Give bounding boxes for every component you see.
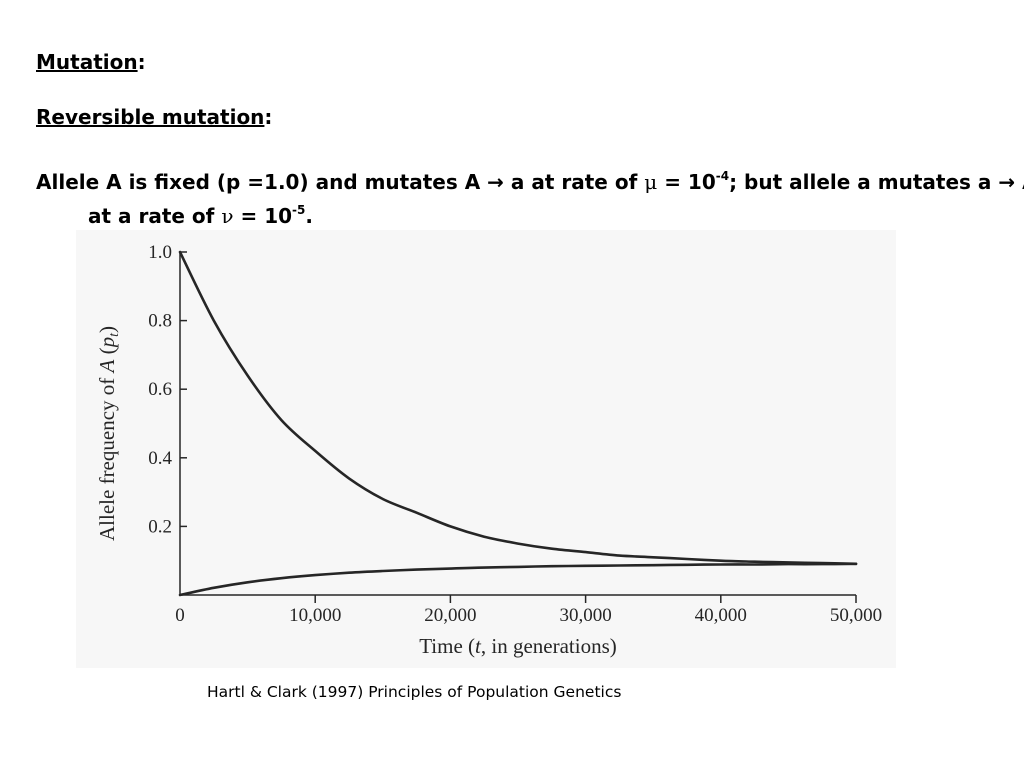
y-tick-label: 0.2	[148, 516, 172, 537]
data-series	[178, 250, 858, 597]
right-arrow-icon: →	[487, 170, 504, 194]
heading-mutation-text: Mutation	[36, 50, 138, 74]
x-axis-title-text: , in generations)	[481, 634, 617, 658]
chart-axes	[179, 252, 856, 596]
statement-text: = 10	[233, 204, 293, 228]
y-axis-title-subscript: t	[107, 332, 122, 337]
mu-symbol: μ	[644, 170, 658, 194]
mu-exponent: -4	[715, 169, 730, 183]
nu-exponent: -5	[292, 203, 306, 217]
x-tick-label: 10,000	[289, 605, 341, 626]
y-axis-title-text: )	[95, 326, 119, 333]
y-axis-title: Allele frequency of A (pt)	[95, 326, 122, 541]
y-axis-title-variable: A	[95, 359, 119, 374]
y-axis-title-text: Allele frequency of	[95, 372, 119, 541]
x-tick-label: 20,000	[424, 605, 476, 626]
heading-colon: :	[137, 50, 146, 74]
x-axis-title: Time (t, in generations)	[419, 634, 617, 658]
heading-reversible-text: Reversible mutation	[36, 105, 265, 129]
statement-text: a at rate of	[503, 170, 645, 194]
series-line-1	[178, 250, 858, 566]
heading-mutation: Mutation:	[36, 50, 146, 74]
x-tick-label: 0	[175, 605, 185, 626]
x-axis-title-variable: t	[475, 634, 482, 658]
x-axis-title-text: Time (	[419, 634, 475, 658]
right-arrow-icon: →	[998, 170, 1016, 194]
statement-text: Allele A is fixed (p =1.0) and mutates A	[36, 170, 488, 194]
mutation-statement: Allele A is fixed (p =1.0) and mutates A…	[36, 165, 1024, 233]
y-tick-label: 0.6	[148, 379, 172, 400]
y-tick-label: 0.8	[148, 311, 172, 332]
citation: Hartl & Clark (1997) Principles of Popul…	[207, 683, 622, 701]
x-tick-label: 40,000	[695, 605, 747, 626]
allele-frequency-chart: 0 10,000 20,000 30,000 40,000 50,000 0.20.40.…	[95, 242, 882, 658]
series-line-2	[178, 562, 858, 597]
statement-text: .	[305, 204, 313, 228]
y-axis-ticks: 0.2 0.4 0.6 0.8 1.0	[148, 242, 187, 537]
statement-text: = 10	[657, 170, 716, 194]
y-tick-label: 1.0	[148, 242, 172, 263]
y-tick-label: 0.4	[148, 448, 172, 469]
y-axis-title-text: (	[95, 347, 119, 359]
statement-text: A at a rate of	[88, 170, 1024, 228]
x-axis-ticks: 0 10,000 20,000 30,000 40,000 50,000	[175, 595, 882, 626]
nu-symbol: ν	[221, 204, 234, 228]
statement-text: ; but allele a mutates a	[729, 170, 999, 194]
heading-colon: :	[264, 105, 273, 129]
x-tick-label: 50,000	[830, 605, 882, 626]
y-axis-title-variable: p	[95, 337, 119, 350]
x-tick-label: 30,000	[559, 605, 611, 626]
heading-reversible-mutation: Reversible mutation:	[36, 105, 272, 129]
allele-frequency-figure: 0 10,000 20,000 30,000 40,000 50,000 0.2 0.4 0.…	[76, 230, 896, 668]
